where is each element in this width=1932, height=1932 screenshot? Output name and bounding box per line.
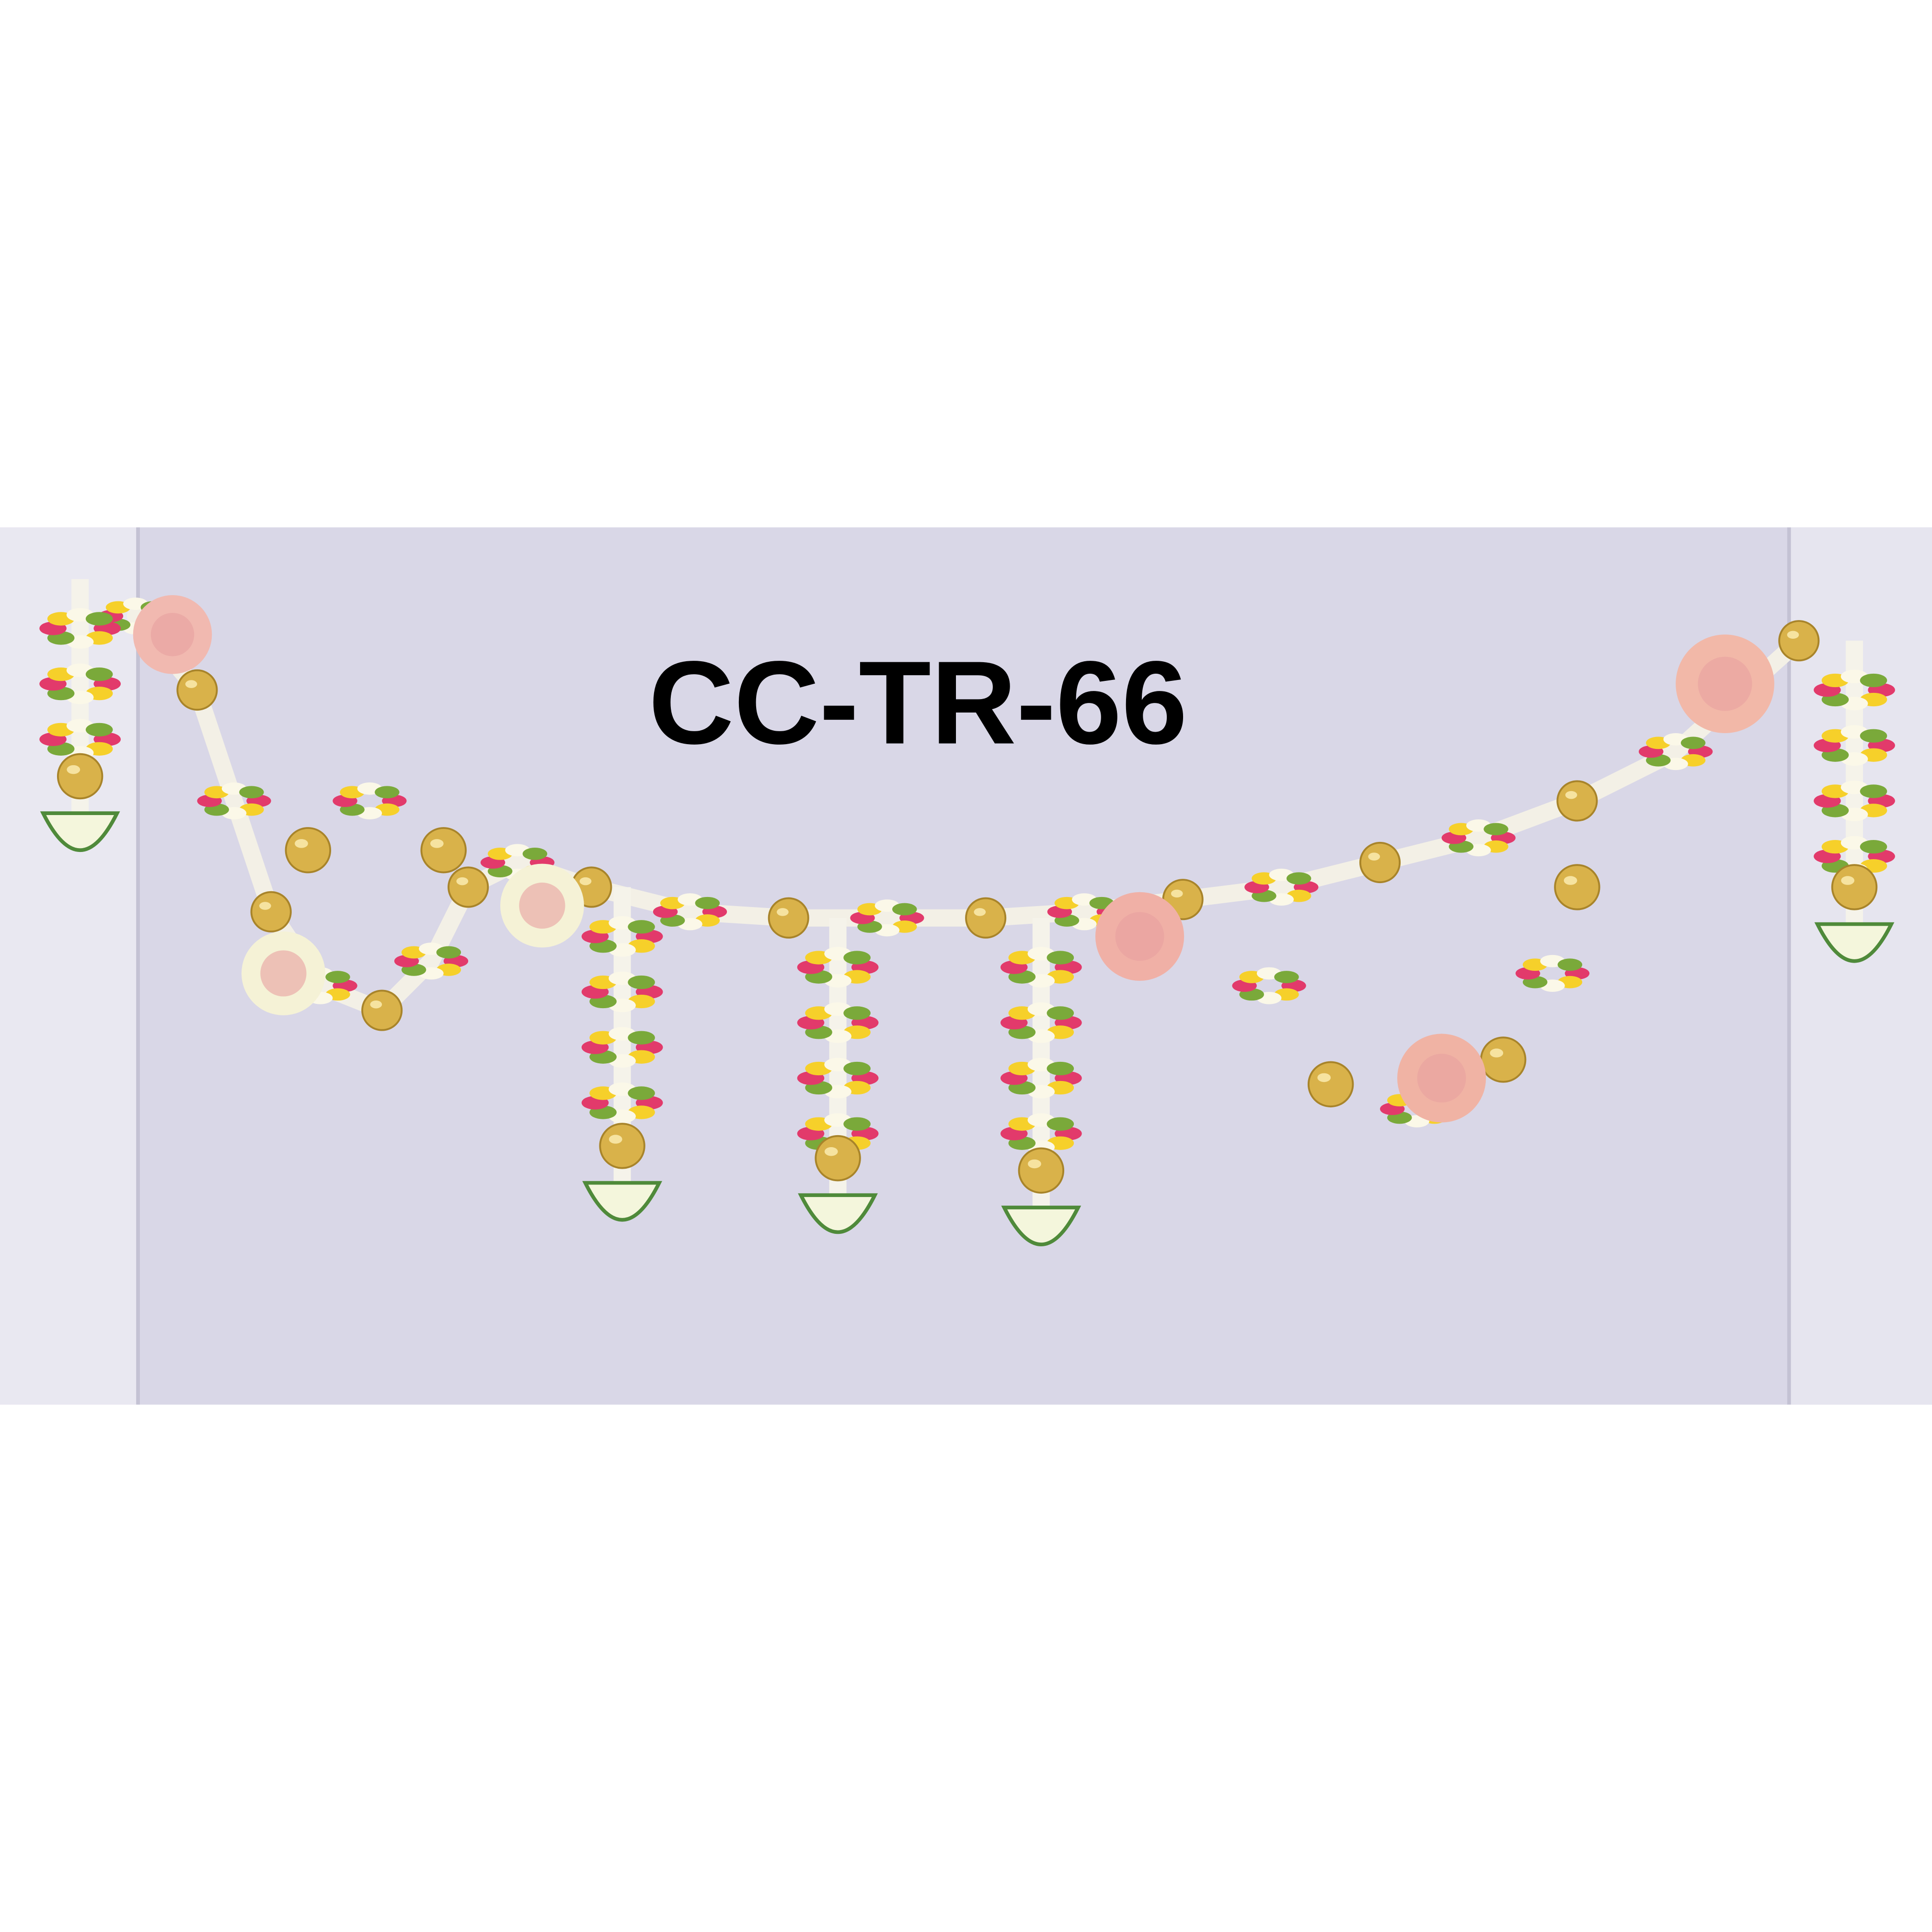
gold-bead bbox=[599, 1123, 645, 1169]
gold-bead bbox=[57, 753, 104, 800]
gold-bead bbox=[250, 891, 292, 932]
gold-bead bbox=[1778, 620, 1820, 662]
bead-shine bbox=[1490, 1048, 1504, 1058]
gold-bead bbox=[448, 866, 489, 908]
bead-shine bbox=[1317, 1073, 1331, 1082]
bead-shine bbox=[295, 839, 308, 848]
petal bbox=[85, 612, 113, 626]
gold-bead bbox=[768, 897, 809, 939]
petal bbox=[522, 847, 548, 860]
product-code: CC-TR-66 bbox=[648, 637, 1187, 769]
gold-bead bbox=[1831, 864, 1878, 910]
petal bbox=[1046, 1117, 1074, 1131]
bead-shine bbox=[259, 902, 271, 910]
rose-center bbox=[519, 882, 565, 929]
hanging-flower bbox=[40, 811, 120, 852]
petal bbox=[1860, 729, 1887, 743]
petal bbox=[628, 1031, 655, 1045]
petal bbox=[1860, 840, 1887, 854]
petal bbox=[1046, 1061, 1074, 1076]
gold-bead bbox=[1480, 1036, 1527, 1083]
petal bbox=[375, 786, 400, 799]
bead-shine bbox=[185, 680, 197, 688]
gold-bead bbox=[1307, 1061, 1354, 1108]
bead-shine bbox=[1565, 791, 1577, 799]
petal bbox=[892, 903, 917, 916]
petal bbox=[1557, 958, 1583, 971]
petal bbox=[85, 723, 113, 736]
gold-bead bbox=[1359, 841, 1401, 884]
petal bbox=[1484, 823, 1508, 836]
rose-center bbox=[150, 613, 195, 656]
rose-center bbox=[260, 950, 307, 997]
petal bbox=[628, 975, 655, 989]
petal bbox=[695, 897, 720, 909]
hanging-flower bbox=[1814, 922, 1895, 963]
left-door-frame bbox=[0, 527, 138, 1405]
hanging-flower bbox=[582, 1181, 662, 1222]
petal bbox=[843, 951, 871, 965]
gold-bead bbox=[285, 827, 332, 874]
bead-shine bbox=[1564, 876, 1577, 885]
petal bbox=[325, 971, 350, 983]
gold-bead bbox=[815, 1135, 861, 1182]
petal bbox=[843, 1117, 871, 1131]
gold-bead bbox=[1554, 864, 1600, 910]
rose-center bbox=[1115, 912, 1164, 961]
bead-shine bbox=[1171, 889, 1183, 898]
rose-center bbox=[1417, 1054, 1466, 1103]
bead-shine bbox=[777, 908, 789, 916]
hanging-flower bbox=[1001, 1206, 1081, 1246]
gold-bead bbox=[361, 989, 403, 1031]
gold-bead bbox=[965, 897, 1007, 939]
bead-shine bbox=[579, 877, 592, 886]
bead-shine bbox=[1841, 876, 1854, 885]
gold-bead bbox=[176, 669, 218, 711]
petal bbox=[1274, 971, 1299, 983]
petal bbox=[843, 1061, 871, 1076]
petal bbox=[843, 1006, 871, 1020]
petal bbox=[628, 920, 655, 934]
petal bbox=[1046, 1006, 1074, 1020]
hanging-flower bbox=[798, 1193, 878, 1234]
bead-shine bbox=[456, 877, 469, 886]
bead-shine bbox=[1368, 852, 1380, 861]
gold-bead bbox=[1018, 1147, 1065, 1194]
petal bbox=[436, 946, 461, 959]
bead-shine bbox=[430, 839, 444, 848]
petal bbox=[1286, 872, 1311, 885]
garland bbox=[39, 579, 1895, 1246]
petal bbox=[1860, 784, 1887, 798]
rose-center bbox=[1698, 656, 1752, 711]
gold-bead bbox=[420, 827, 467, 874]
petal bbox=[1046, 951, 1074, 965]
bead-shine bbox=[974, 908, 986, 916]
petal bbox=[85, 667, 113, 681]
petal bbox=[1680, 736, 1706, 749]
bead-shine bbox=[1028, 1159, 1041, 1169]
gold-bead bbox=[1556, 780, 1598, 822]
bead-shine bbox=[609, 1135, 622, 1144]
bead-shine bbox=[370, 1000, 382, 1009]
petal bbox=[239, 786, 264, 799]
bead-shine bbox=[1787, 631, 1799, 639]
petal bbox=[628, 1086, 655, 1100]
petal bbox=[1860, 673, 1887, 688]
bead-shine bbox=[824, 1147, 838, 1156]
bead-shine bbox=[67, 765, 80, 774]
